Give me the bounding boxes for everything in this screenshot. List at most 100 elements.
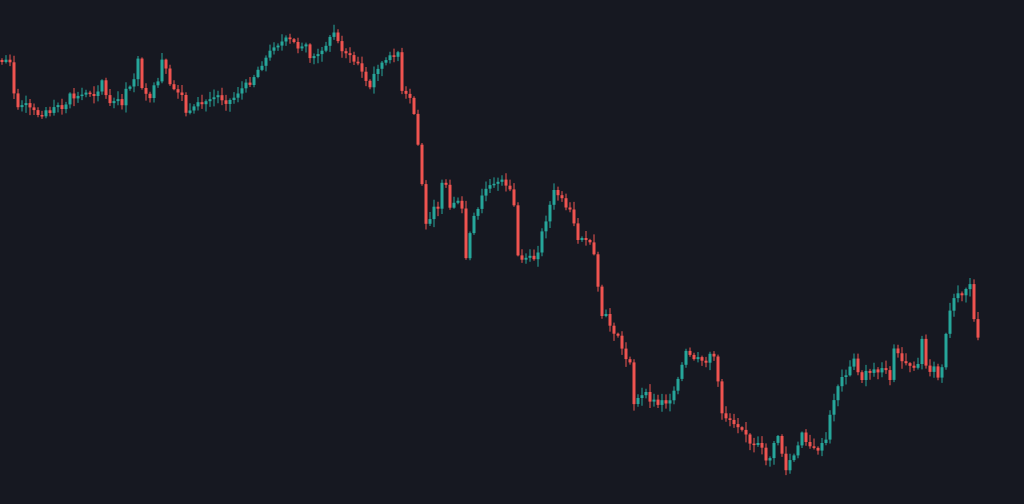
candle-body [924, 338, 928, 366]
candle-body [800, 432, 804, 446]
candle-body [616, 333, 620, 336]
candle-body [404, 90, 408, 94]
candle-body [460, 200, 464, 209]
candle-body [860, 372, 864, 380]
candle-body [516, 205, 520, 256]
candle-body [284, 37, 288, 42]
candle-body [444, 182, 448, 185]
candle-body [212, 97, 216, 100]
candle-body [168, 68, 172, 85]
candle-body [88, 92, 92, 95]
candle-body [308, 44, 312, 59]
candle-body [120, 99, 124, 106]
candle-body [508, 185, 512, 190]
candle-body [936, 366, 940, 378]
candle-body [772, 443, 776, 459]
candle-body [544, 221, 548, 232]
candle-body [328, 36, 332, 46]
candle-body [72, 93, 76, 99]
candle-body [852, 358, 856, 367]
candle-body [48, 110, 52, 113]
candle-body [196, 102, 200, 107]
candle-body [104, 80, 108, 96]
candle-body [692, 354, 696, 360]
candle-body [976, 319, 980, 338]
candle-body [352, 55, 356, 62]
candle-body [576, 223, 580, 240]
candle-body [824, 439, 828, 443]
candle-body [416, 113, 420, 145]
candle-body [184, 95, 188, 113]
candle-body [640, 395, 644, 398]
candle-body [636, 398, 640, 404]
candle-body [628, 359, 632, 363]
candle-body [260, 65, 264, 70]
candle-body [408, 93, 412, 98]
candle-body [912, 365, 916, 368]
candle-body [848, 366, 852, 376]
candle-body [100, 80, 104, 92]
candle-body [744, 429, 748, 435]
candle-body [244, 82, 248, 89]
candle-body [132, 79, 136, 87]
candle-body [32, 107, 36, 111]
candle-body [172, 84, 176, 90]
candle-body [712, 353, 716, 357]
candle-body [56, 105, 60, 108]
candle-body [8, 59, 12, 63]
candle-body [648, 392, 652, 402]
candle-body [28, 103, 32, 108]
candle-body [296, 42, 300, 49]
candle-body [248, 82, 252, 85]
candle-body [964, 289, 968, 296]
candle-body [340, 41, 344, 52]
candle-body [276, 45, 280, 48]
candle-body [928, 365, 932, 372]
candle-body [856, 358, 860, 373]
candle-body [112, 101, 116, 104]
candle-body [76, 95, 80, 99]
candle-body [740, 427, 744, 430]
candle-body [696, 357, 700, 360]
candle-body [940, 367, 944, 378]
candle-body [884, 368, 888, 371]
candle-body [708, 353, 712, 363]
candle-body [388, 55, 392, 61]
candle-body [532, 255, 536, 260]
candle-body [868, 370, 872, 373]
candle-body [240, 88, 244, 94]
candle-body [188, 110, 192, 113]
candle-body [668, 400, 672, 404]
candle-body [160, 59, 164, 82]
candle-body [676, 378, 680, 391]
candle-body [728, 418, 732, 420]
candle-body [500, 179, 504, 182]
candle-body [844, 375, 848, 377]
candle-body [812, 446, 816, 448]
candle-body [956, 293, 960, 299]
candle-body [600, 286, 604, 316]
candle-body [364, 71, 368, 81]
candle-body [920, 338, 924, 364]
candle-body [888, 370, 892, 380]
candle-body [232, 97, 236, 100]
candle-body [584, 238, 588, 240]
candle-body [828, 414, 832, 440]
candle-body [348, 53, 352, 56]
candle-body [228, 100, 232, 104]
candle-body [836, 386, 840, 401]
candle-body [324, 45, 328, 51]
candle-body [652, 399, 656, 402]
candle-body [440, 182, 444, 209]
candle-body [96, 91, 100, 96]
candle-body [592, 242, 596, 255]
candle-body [20, 105, 24, 108]
candle-body [236, 93, 240, 98]
candle-body [468, 233, 472, 259]
candle-body [64, 104, 68, 110]
candle-body [320, 50, 324, 55]
candle-body [288, 37, 292, 40]
candle-body [16, 93, 20, 108]
candle-body [892, 348, 896, 380]
candle-body [312, 56, 316, 59]
